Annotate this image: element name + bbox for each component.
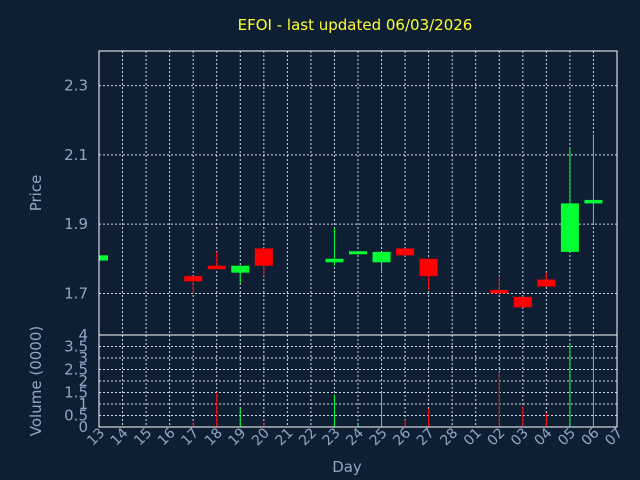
x-tick-label: 07 (602, 425, 626, 449)
x-tick-label: 26 (390, 425, 414, 449)
volume-tick-label: 0.5 (64, 407, 88, 425)
candle-body (325, 258, 344, 263)
volume-tick-label: 1 (78, 395, 88, 413)
candle-body (254, 248, 273, 266)
volume-tick-label: 2 (78, 372, 88, 390)
candle-body (349, 251, 367, 255)
x-tick-label: 25 (367, 425, 391, 449)
candle-body (584, 199, 603, 204)
x-tick-label: 16 (155, 425, 179, 449)
x-tick-label: 18 (202, 425, 226, 449)
volume-panel-frame (98, 334, 618, 428)
candle-body (560, 203, 579, 252)
candle-body (490, 289, 509, 294)
price-tick-label: 2.1 (64, 146, 88, 164)
x-tick-label: 20 (249, 425, 273, 449)
volume-tick-label: 2.5 (64, 361, 88, 379)
price-candles (98, 134, 603, 308)
x-tick-label: 24 (343, 425, 367, 449)
candle-body (207, 265, 226, 270)
candle-body (372, 251, 391, 263)
price-axis-label: Price (27, 175, 45, 212)
x-tick-label: 04 (532, 425, 556, 449)
volume-bars (192, 344, 594, 427)
x-tick-label: 21 (273, 425, 297, 449)
candle-body (513, 296, 532, 308)
x-tick-label: 15 (131, 425, 155, 449)
candle-body (231, 265, 250, 273)
volume-tick-label: 3.5 (64, 338, 88, 356)
x-tick-label: 14 (108, 425, 132, 449)
candle-body (396, 248, 415, 256)
x-tick-label: 01 (461, 425, 485, 449)
x-tick-label: 19 (225, 425, 249, 449)
x-tick-label: 02 (484, 425, 508, 449)
volume-tick-label: 0 (78, 418, 88, 436)
volume-gridlines (99, 335, 617, 427)
price-tick-label: 1.9 (64, 215, 88, 233)
x-axis-label: Day (332, 458, 362, 476)
x-tick-label: 27 (414, 425, 438, 449)
volume-axis-label: Volume (0000) (27, 326, 45, 436)
x-tick-label: 23 (320, 425, 344, 449)
volume-tick-label: 3 (78, 349, 88, 367)
price-tick-label: 1.7 (64, 284, 88, 302)
candle-body (99, 255, 108, 261)
x-tick-label: 06 (579, 425, 603, 449)
volume-tick-label: 4 (78, 326, 88, 344)
volume-tick-label: 1.5 (64, 384, 88, 402)
price-tick-label: 2.3 (64, 77, 88, 95)
x-tick-label: 03 (508, 425, 532, 449)
x-tick-label: 17 (178, 425, 202, 449)
x-tick-label: 22 (296, 425, 320, 449)
price-gridlines (99, 51, 617, 335)
candle-body (537, 279, 556, 287)
x-tick-label: 28 (437, 425, 461, 449)
candle-body (184, 276, 203, 282)
candle-body (419, 258, 438, 277)
x-tick-label: 05 (555, 425, 579, 449)
chart-title: EFOI - last updated 06/03/2026 (238, 16, 473, 34)
